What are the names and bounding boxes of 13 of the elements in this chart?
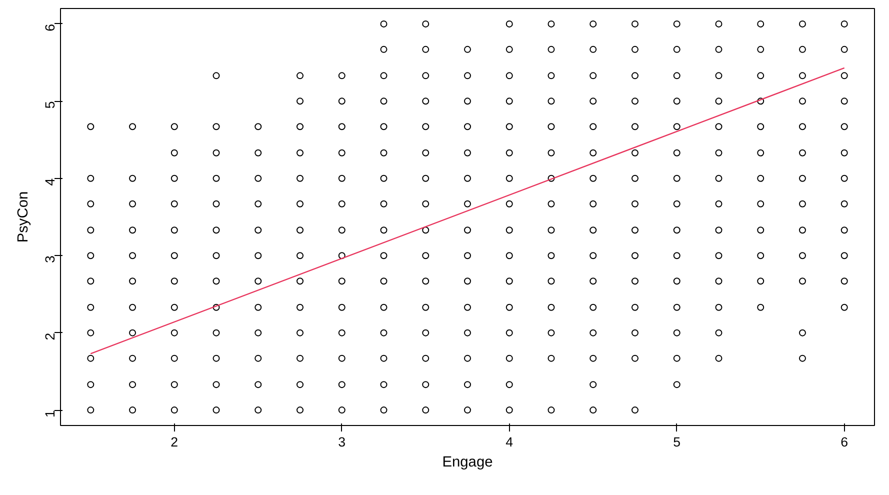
x-tick-label: 5 (673, 434, 681, 450)
x-tick-label: 3 (338, 434, 346, 450)
y-tick-label: 1 (42, 410, 58, 418)
y-tick-label: 2 (42, 332, 58, 340)
x-axis-title: Engage (442, 454, 493, 470)
x-tick-label: 4 (506, 434, 514, 450)
x-tick-label: 2 (170, 434, 178, 450)
x-tick-label: 6 (840, 434, 848, 450)
y-tick-label: 3 (42, 256, 58, 264)
y-tick-label: 6 (42, 24, 58, 32)
y-tick-label: 5 (42, 101, 58, 109)
y-axis-title: PsyCon (16, 191, 32, 243)
y-tick-label: 4 (42, 178, 58, 186)
